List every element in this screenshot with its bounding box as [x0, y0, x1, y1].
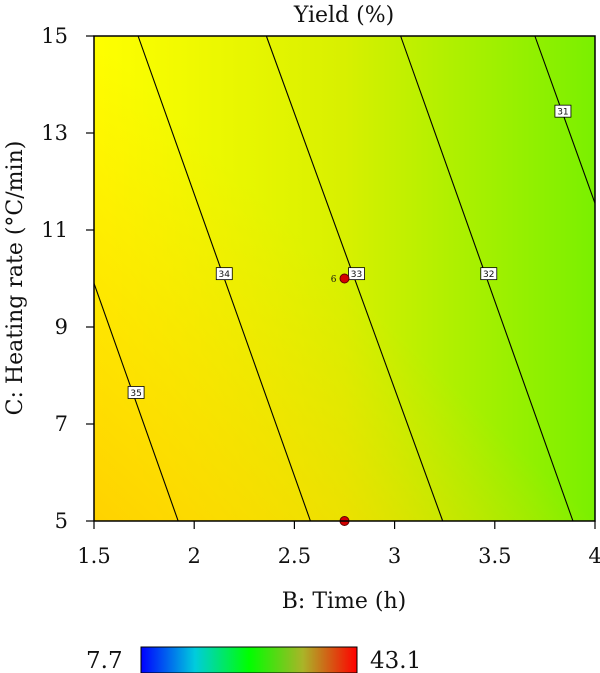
- y-tick-label: 13: [41, 121, 68, 145]
- colorbar: 7.7 43.1: [86, 646, 421, 673]
- x-tick-label: 1.5: [77, 544, 110, 568]
- chart-title: Yield (%): [293, 3, 394, 28]
- contour-label-box: [127, 386, 145, 399]
- contour-label-box: [348, 267, 365, 281]
- x-tick-label: 2: [188, 544, 201, 568]
- colorbar-gradient: [140, 646, 358, 673]
- colorbar-max-label: 43.1: [370, 648, 421, 673]
- contour-lines: 35 34 33 32 31: [93, 35, 596, 522]
- x-tick-label: 2.5: [278, 544, 311, 568]
- contour-label: 35: [130, 389, 141, 399]
- y-axis: 5 7 9 11 13 15: [41, 24, 94, 533]
- y-tick-label: 9: [55, 315, 68, 339]
- contour-label-box: [554, 104, 572, 118]
- y-tick-label: 11: [41, 218, 68, 242]
- y-axis-title: C: Heating rate (°C/min): [3, 141, 28, 416]
- contour-label: 31: [557, 108, 568, 118]
- design-point: [339, 273, 350, 284]
- contour-line: [93, 283, 179, 522]
- contour-label: 34: [219, 270, 231, 280]
- y-tick-label: 15: [41, 24, 68, 48]
- design-point-label: 6: [331, 275, 337, 285]
- contour-label: 32: [483, 270, 494, 280]
- y-tick-label: 7: [55, 412, 68, 436]
- plot-area: 35 34 33 32 31 6: [93, 35, 596, 526]
- contour-label-box: [480, 267, 498, 281]
- x-axis: 1.5 2 2.5 3 3.5 4: [77, 521, 600, 568]
- design-points: 6: [331, 273, 350, 526]
- x-tick-label: 4: [588, 544, 600, 568]
- contour-label-box: [215, 267, 233, 281]
- x-tick-label: 3.5: [478, 544, 511, 568]
- contour-line: [534, 35, 596, 204]
- colorbar-min-label: 7.7: [86, 648, 123, 673]
- contour-label: 33: [351, 270, 362, 280]
- x-tick-label: 3: [388, 544, 401, 568]
- plot-frame: [93, 35, 596, 522]
- y-tick-label: 5: [55, 509, 68, 533]
- x-axis-title: B: Time (h): [282, 589, 407, 614]
